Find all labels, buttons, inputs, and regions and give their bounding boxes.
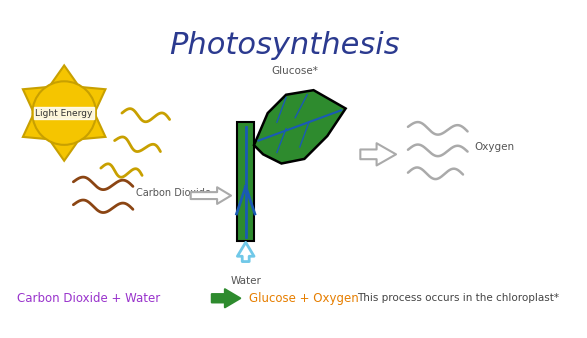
Polygon shape bbox=[254, 90, 346, 164]
FancyArrowPatch shape bbox=[360, 143, 396, 165]
Text: Carbon Dioxide: Carbon Dioxide bbox=[136, 188, 211, 198]
Text: Glucose*: Glucose* bbox=[272, 66, 319, 76]
Text: Photosynthesis: Photosynthesis bbox=[169, 30, 400, 59]
Text: Oxygen: Oxygen bbox=[474, 142, 514, 152]
FancyArrowPatch shape bbox=[191, 187, 231, 204]
Text: Glucose + Oxygen: Glucose + Oxygen bbox=[249, 292, 359, 305]
Text: Light Energy: Light Energy bbox=[35, 108, 93, 118]
Circle shape bbox=[32, 81, 96, 145]
Bar bbox=[238, 122, 254, 241]
Text: Carbon Dioxide + Water: Carbon Dioxide + Water bbox=[16, 292, 160, 305]
Text: Water: Water bbox=[230, 276, 261, 286]
Polygon shape bbox=[23, 65, 106, 161]
FancyArrowPatch shape bbox=[212, 289, 240, 307]
Text: This process occurs in the chloroplast*: This process occurs in the chloroplast* bbox=[357, 293, 559, 303]
FancyArrowPatch shape bbox=[237, 242, 254, 262]
